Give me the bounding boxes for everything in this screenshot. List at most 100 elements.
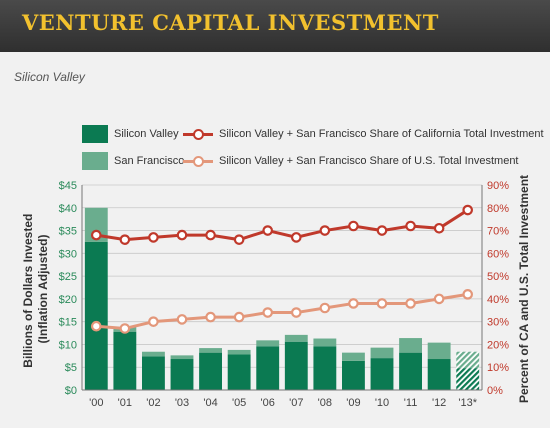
bar-silicon-valley: [456, 368, 480, 390]
bar-silicon-valley: [84, 241, 108, 390]
y-axis-title-left-line-1: Billions of Dollars Invested: [21, 214, 35, 368]
legend-silicon-valley: Silicon Valley: [82, 125, 179, 143]
point-us-share: [462, 289, 474, 300]
bar-san-francisco: [227, 349, 251, 355]
y-tick-left: $15: [59, 317, 77, 329]
y-tick-right: 50%: [487, 271, 509, 283]
point-us-share: [176, 314, 188, 325]
y-tick-right: 40%: [487, 294, 509, 306]
y-tick-left: $10: [59, 339, 77, 351]
y-tick-left: $20: [59, 294, 77, 306]
bars: [84, 207, 480, 390]
point-ca-share: [233, 234, 245, 245]
point-ca-share: [176, 229, 188, 241]
bar-san-francisco: [370, 347, 394, 359]
bar-silicon-valley: [342, 360, 365, 390]
point-ca-share: [462, 204, 474, 216]
x-tick-label: '08: [318, 397, 332, 409]
axes: $0 $5 $10 $15 $20 $25 $30 $35 $40 $45 0% 10% 20% 30% 4…: [59, 180, 510, 409]
point-us-share: [405, 298, 416, 309]
point-us-share: [205, 311, 216, 323]
x-tick-label: '03: [175, 397, 189, 409]
point-ca-share: [119, 234, 131, 245]
point-ca-share: [148, 232, 159, 243]
bar-san-francisco: [342, 352, 365, 361]
y-tick-right: 30%: [487, 317, 509, 329]
y-tick-left: $25: [59, 271, 77, 283]
legend-swatch-san-francisco: [82, 152, 108, 170]
x-tick-label: '13*: [458, 397, 477, 409]
legend-swatch-ca-share: [183, 128, 213, 140]
bar-silicon-valley: [142, 356, 165, 390]
y-tick-left: $30: [59, 248, 77, 260]
share-lines: [90, 204, 474, 334]
x-tick-label: '04: [203, 397, 217, 409]
point-us-share: [233, 311, 245, 323]
point-ca-share: [376, 225, 388, 236]
bar-san-francisco: [456, 351, 480, 369]
legend-swatch-silicon-valley: [82, 125, 108, 143]
bar-silicon-valley: [370, 358, 394, 390]
y-tick-right: 80%: [487, 203, 509, 215]
point-ca-share: [205, 229, 216, 241]
bar-san-francisco: [256, 340, 280, 347]
bar-san-francisco: [313, 338, 337, 347]
bar-san-francisco: [284, 334, 308, 342]
bar-silicon-valley: [399, 352, 422, 390]
chart-subtitle: Silicon Valley: [14, 70, 85, 84]
legend-label-san-francisco: San Francisco: [114, 155, 185, 167]
bar-silicon-valley: [256, 346, 280, 390]
y-axis-title-left: Billions of Dollars Invested (Inflation …: [21, 210, 50, 367]
y-tick-left: $40: [59, 203, 77, 215]
legend-san-francisco: San Francisco: [82, 152, 184, 170]
bar-silicon-valley: [199, 352, 222, 390]
point-ca-share: [319, 225, 331, 236]
point-us-share: [376, 298, 388, 309]
header-banner: VENTURE CAPITAL INVESTMENT: [0, 0, 550, 52]
y-tick-right: 10%: [487, 362, 509, 374]
bar-silicon-valley: [170, 359, 194, 390]
x-tick-label: '10: [375, 397, 389, 409]
point-us-share: [148, 316, 159, 327]
bar-san-francisco: [142, 351, 165, 357]
x-tick-label: '05: [232, 397, 246, 409]
legend-label-us-share: Silicon Valley + San Francisco Share of …: [219, 155, 519, 167]
point-us-share: [262, 307, 274, 318]
point-us-share: [90, 320, 102, 332]
x-tick-label: '11: [404, 397, 418, 409]
bar-silicon-valley: [427, 359, 451, 390]
bar-silicon-valley: [113, 331, 137, 390]
bar-silicon-valley: [284, 341, 308, 390]
bar-san-francisco: [399, 338, 422, 353]
bar-san-francisco: [170, 355, 194, 360]
point-ca-share: [433, 222, 445, 234]
y-tick-right: 0%: [487, 385, 503, 397]
y-tick-right: 20%: [487, 339, 509, 351]
point-us-share: [433, 293, 445, 305]
page-title: VENTURE CAPITAL INVESTMENT: [22, 10, 439, 35]
point-ca-share: [348, 220, 359, 232]
y-tick-right: 70%: [487, 226, 509, 238]
point-ca-share: [262, 225, 274, 236]
y-tick-left: $45: [59, 180, 77, 192]
point-us-share: [319, 302, 331, 314]
point-ca-share: [290, 232, 302, 243]
bar-silicon-valley: [227, 354, 251, 390]
legend-swatch-us-share: [183, 155, 213, 167]
bar-san-francisco: [84, 207, 108, 242]
y-tick-right: 90%: [487, 180, 509, 192]
legend-us-share: Silicon Valley + San Francisco Share of …: [183, 155, 519, 167]
x-tick-label: '09: [346, 397, 360, 409]
x-tick-label: '12: [432, 397, 446, 409]
x-tick-label: '01: [118, 397, 132, 409]
point-ca-share: [405, 220, 416, 232]
bar-san-francisco: [199, 348, 222, 353]
legend-ca-share: Silicon Valley + San Francisco Share of …: [183, 128, 544, 140]
y-tick-left: $5: [65, 362, 77, 374]
y-tick-left: $0: [65, 385, 77, 397]
bar-silicon-valley: [313, 346, 337, 390]
x-tick-label: '02: [146, 397, 160, 409]
y-axis-title-left-line-2: (Inflation Adjusted): [36, 235, 50, 344]
x-tick-label: '07: [289, 397, 303, 409]
